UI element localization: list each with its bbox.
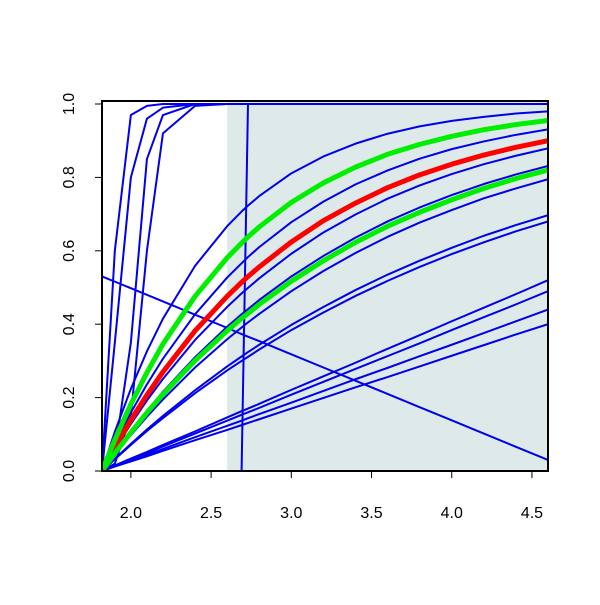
series-line (102, 118, 548, 471)
series-line (102, 308, 548, 471)
x-tick-label: 2.0 (120, 505, 142, 522)
x-tick-label: 3.5 (360, 505, 382, 522)
series-line (102, 178, 548, 471)
series-line (102, 110, 548, 471)
series-line (102, 138, 548, 471)
series-line (102, 214, 548, 471)
y-tick-label: 0.4 (61, 313, 78, 335)
series-line (102, 290, 548, 471)
y-tick-label: 0.0 (61, 460, 78, 482)
y-tick-label: 1.0 (61, 93, 78, 115)
series-line (102, 103, 548, 471)
y-tick-label: 0.8 (61, 166, 78, 188)
x-tick-label: 2.5 (200, 505, 222, 522)
y-tick-label: 0.6 (61, 240, 78, 262)
series-line (102, 323, 548, 471)
series-line (102, 279, 548, 471)
lines-layer (102, 103, 548, 471)
series-line (102, 147, 548, 471)
series-line (102, 220, 548, 471)
axes-layer: 2.0 2.5 3.0 3.5 4.0 4.5 0.0 0.2 0.4 0.6 0.8 1.0 (61, 93, 543, 522)
series-line (102, 128, 548, 471)
series-line (102, 275, 548, 461)
series-line (102, 167, 548, 471)
y-tick-label: 0.2 (61, 386, 78, 408)
x-tick-label: 4.0 (441, 505, 463, 522)
plot-frame (101, 100, 549, 472)
x-tick-label: 3.0 (280, 505, 302, 522)
x-tick-label: 4.5 (521, 505, 543, 522)
